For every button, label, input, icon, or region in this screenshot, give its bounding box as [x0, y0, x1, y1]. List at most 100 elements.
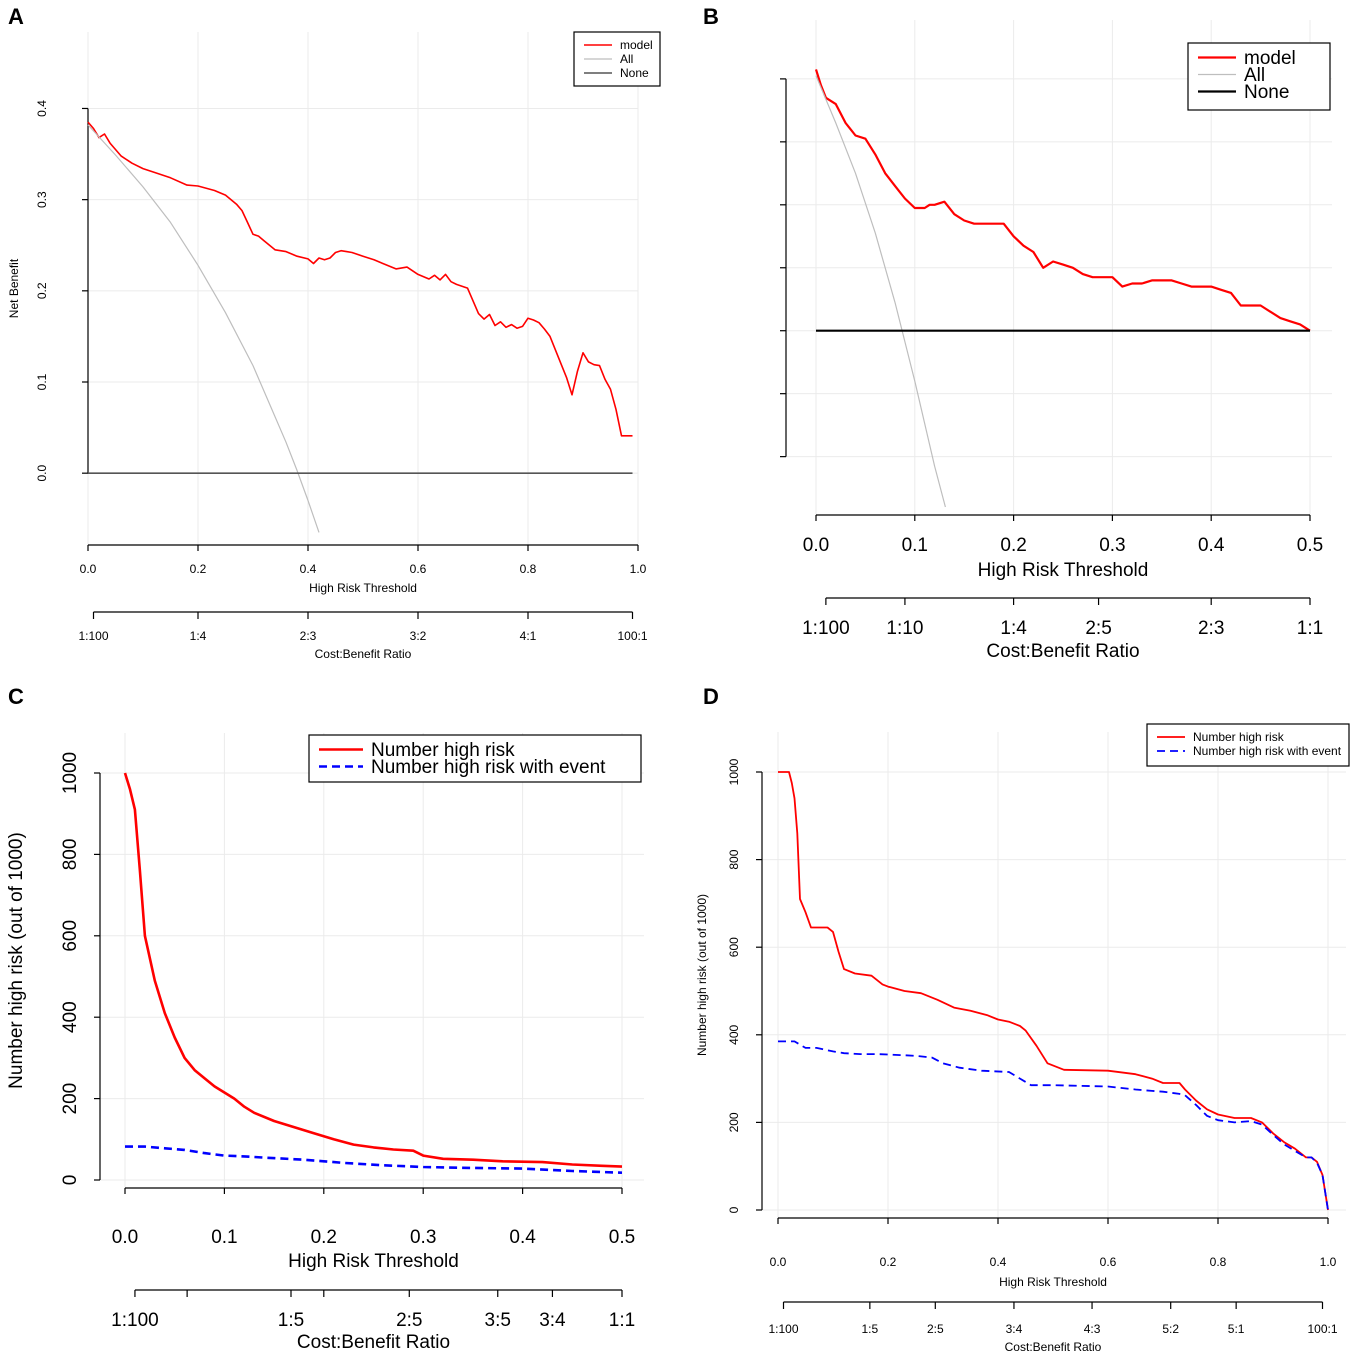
x-tick-label: 0.4: [509, 1227, 536, 1248]
chart-a: 0.0 0.1 0.2 0.3 0.4 Net Benefit 0.0 0.2 0.4 0.6 0.…: [7, 31, 661, 661]
legend-entry: Number high risk with event: [1193, 744, 1342, 758]
x-axis-title: High Risk Threshold: [288, 1251, 459, 1272]
cost-benefit-title: Cost:Benefit Ratio: [297, 1332, 450, 1353]
x-tick-label: 0.0: [803, 535, 829, 556]
y-tick-label: 400: [60, 1001, 81, 1033]
y-tick-label: 1000: [727, 758, 741, 785]
y-tick-label: 200: [727, 1112, 741, 1132]
x-tick-label: 0.2: [311, 1227, 337, 1248]
x-tick-label: 0.2: [1000, 535, 1026, 556]
plot-group: -0.04-0.020.000.020.040.060.08Net Benefi…: [16, 20, 1332, 662]
series-line-model: [87, 121, 633, 437]
cost-benefit-tick-label: 1:5: [862, 1322, 879, 1336]
legend-box: [308, 734, 642, 783]
panel-label: A: [8, 4, 24, 29]
cost-benefit-tick-label: 2:3: [300, 629, 317, 643]
legend-entry: model: [1244, 48, 1296, 69]
x-tick-label: 0.5: [1297, 535, 1323, 556]
series-line-number-high-risk: [778, 771, 1329, 1211]
x-tick-label: 0.0: [112, 1227, 138, 1248]
series-line-number-high-risk-with-event: [125, 1145, 623, 1174]
legend-entry: None: [620, 66, 649, 80]
cost-benefit-tick-label: 1:1: [609, 1310, 635, 1331]
plot-group: 0 200 400 600 800 1000 Number high risk (out o…: [695, 723, 1350, 1354]
cost-benefit-tick-label: 100:1: [1307, 1322, 1337, 1336]
cost-benefit-tick-label: 100:1: [617, 629, 647, 643]
x-tick-label: 0.3: [1099, 535, 1125, 556]
series-line-number-high-risk-with-event: [778, 1040, 1329, 1211]
chart-b: -0.04-0.020.000.020.040.060.08Net Benefi…: [16, 20, 1332, 662]
y-tick-label: 0: [60, 1175, 81, 1186]
y-tick-label: 0.0: [35, 465, 49, 482]
x-tick-label: 0.2: [190, 562, 207, 576]
legend-box: [1146, 723, 1350, 767]
cost-benefit-tick-label: 2:5: [1085, 618, 1111, 639]
cost-benefit-tick-label: 2:5: [396, 1310, 422, 1331]
cost-benefit-tick-label: 3:5: [485, 1310, 511, 1331]
legend-entry: Number high risk: [371, 740, 515, 761]
y-axis-title: Number high risk (out of 1000): [6, 832, 27, 1089]
series-line-model: [814, 69, 1311, 332]
x-tick-label: 0.4: [1198, 535, 1225, 556]
y-tick-label: 0.3: [35, 191, 49, 208]
x-tick-label: 0.0: [770, 1255, 787, 1269]
y-tick-label: 0: [727, 1206, 741, 1213]
legend-entry: Number high risk with event: [371, 757, 606, 778]
x-tick-label: 0.1: [902, 535, 928, 556]
plot-group: 0 200 400 600 800 1000 Number high risk (out o…: [6, 733, 644, 1353]
panel-label: C: [8, 684, 24, 709]
cost-benefit-tick-label: 1:100: [78, 629, 108, 643]
cost-benefit-tick-label: 5:1: [1228, 1322, 1245, 1336]
y-tick-label: 0.4: [35, 100, 49, 117]
cost-benefit-tick-label: 1:5: [278, 1310, 304, 1331]
y-tick-label: 0.2: [35, 282, 49, 299]
cost-benefit-tick-label: 3:4: [539, 1310, 566, 1331]
y-tick-label: 400: [727, 1024, 741, 1044]
x-tick-label: 0.6: [1100, 1255, 1117, 1269]
x-tick-label: 1.0: [1320, 1255, 1337, 1269]
series-line-all: [815, 75, 946, 508]
legend-entry: None: [1244, 82, 1289, 103]
x-axis-title: High Risk Threshold: [978, 560, 1149, 581]
y-tick-label: 800: [727, 849, 741, 869]
cost-benefit-tick-label: 2:3: [1198, 618, 1224, 639]
series-line-all: [87, 124, 320, 533]
x-tick-label: 0.4: [990, 1255, 1007, 1269]
y-tick-label: 1000: [60, 752, 81, 794]
cost-benefit-tick-label: 1:100: [802, 618, 850, 639]
chart-d: 0 200 400 600 800 1000 Number high risk (out o…: [695, 723, 1350, 1354]
cost-benefit-tick-label: 3:2: [410, 629, 427, 643]
cost-benefit-tick-label: 1:100: [111, 1310, 159, 1331]
x-tick-label: 0.2: [880, 1255, 897, 1269]
cost-benefit-tick-label: 1:4: [1000, 618, 1027, 639]
legend-entry: Number high risk: [1193, 730, 1285, 744]
y-tick-label: 0.1: [35, 373, 49, 390]
y-tick-label: 800: [60, 839, 81, 871]
x-tick-label: 0.8: [1210, 1255, 1227, 1269]
panel-a: A 0.0 0.1 0.2 0.3 0.4 Net Benefit 0.0 0.2 0.4 0.6…: [0, 0, 679, 680]
y-tick-label: 600: [727, 937, 741, 957]
panel-c: C 0 200 400 600 800 1000 Number high risk (out…: [0, 680, 679, 1360]
x-tick-label: 0.1: [211, 1227, 237, 1248]
x-axis-title: High Risk Threshold: [309, 581, 417, 595]
y-axis-title: Net Benefit: [7, 258, 21, 318]
cost-benefit-title: Cost:Benefit Ratio: [315, 647, 412, 661]
x-tick-label: 1.0: [630, 562, 647, 576]
x-axis-title: High Risk Threshold: [999, 1275, 1107, 1289]
y-axis-title: Number high risk (out of 1000): [695, 894, 709, 1056]
y-tick-label: 600: [60, 920, 81, 952]
legend-entry: All: [1244, 65, 1265, 86]
cost-benefit-title: Cost:Benefit Ratio: [1005, 1340, 1102, 1354]
cost-benefit-tick-label: 1:100: [768, 1322, 798, 1336]
panel-d: D 0 200 400 600 800 1000 Number high risk (out…: [679, 680, 1358, 1360]
x-tick-label: 0.6: [410, 562, 427, 576]
cost-benefit-tick-label: 1:4: [190, 629, 207, 643]
plot-group: 0.0 0.1 0.2 0.3 0.4 Net Benefit 0.0 0.2 0.4 0.6 0.…: [7, 31, 661, 661]
cost-benefit-tick-label: 4:1: [520, 629, 537, 643]
cost-benefit-tick-label: 3:4: [1006, 1322, 1023, 1336]
legend-box: [1187, 42, 1331, 111]
panel-b: B -0.04-0.020.000.020.040.060.08Net Bene…: [16, 0, 1358, 680]
cost-benefit-tick-label: 5:2: [1162, 1322, 1179, 1336]
cost-benefit-tick-label: 4:3: [1084, 1322, 1101, 1336]
panel-label: D: [703, 684, 719, 709]
